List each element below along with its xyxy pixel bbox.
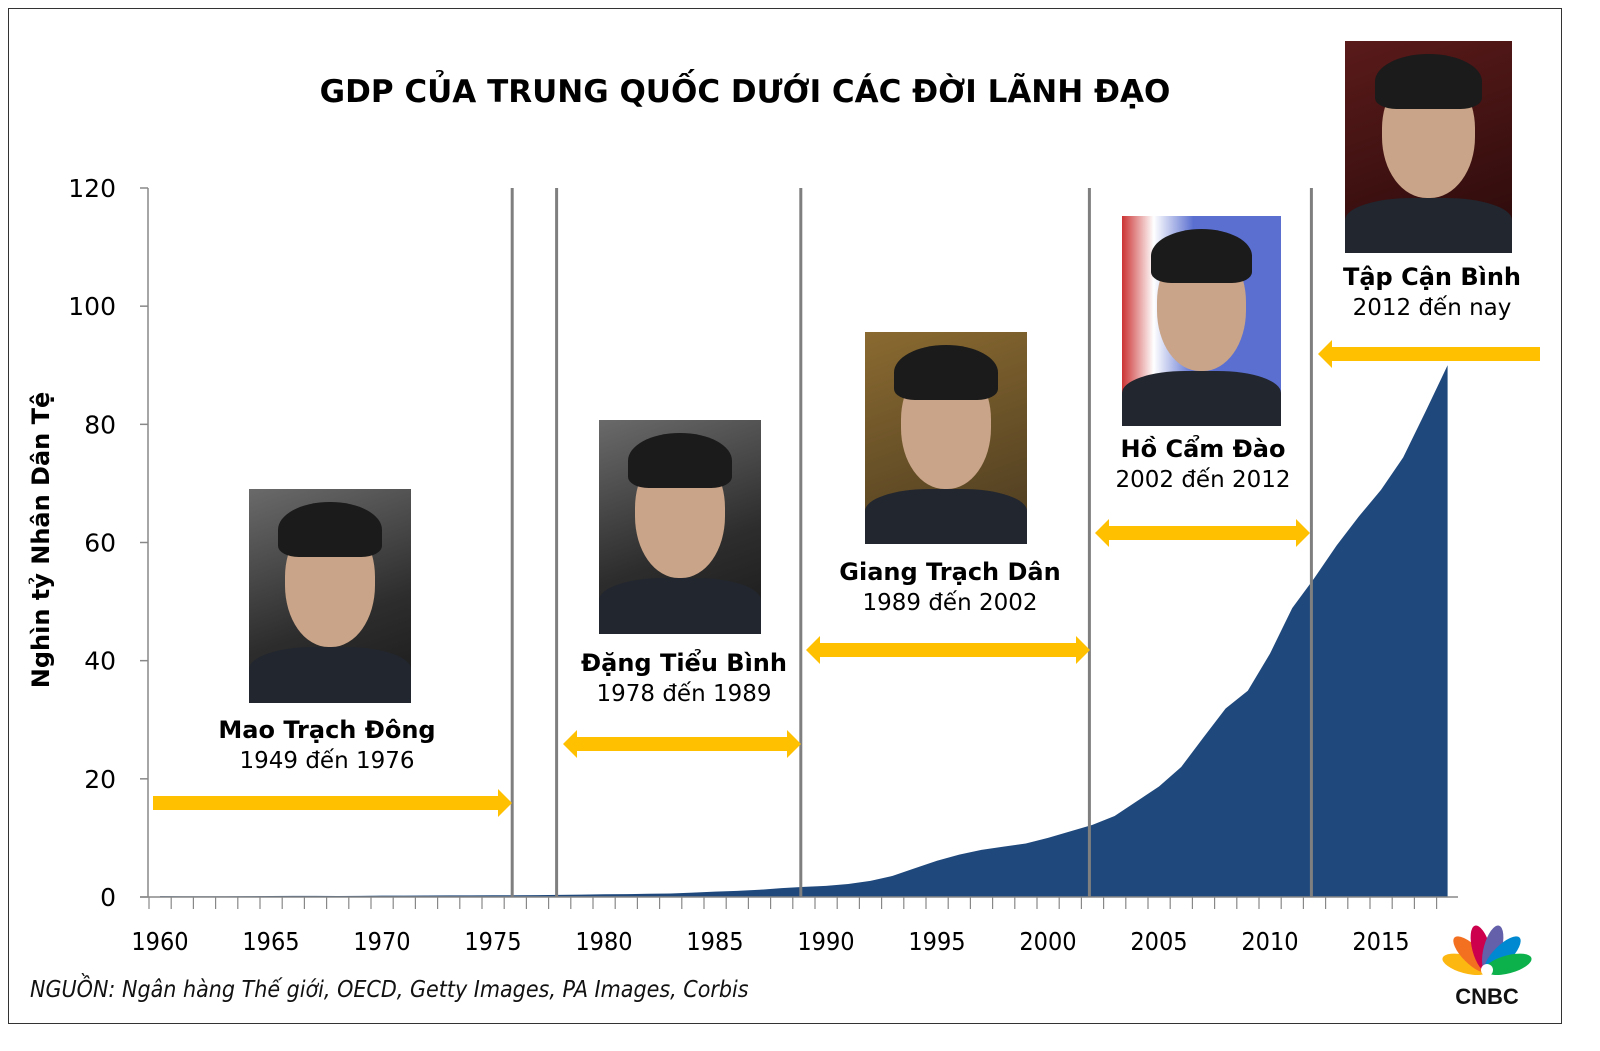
- chart-title: GDP CỦA TRUNG QUỐC DƯỚI CÁC ĐỜI LÃNH ĐẠO: [319, 74, 1171, 110]
- y-tick-label: 80: [84, 410, 116, 439]
- tenure-arrow: [153, 789, 512, 817]
- leader-photo-hu: [1122, 216, 1281, 426]
- x-tick-label: 2010: [1241, 927, 1298, 956]
- cnbc-logo: CNBC: [1442, 925, 1532, 1007]
- leader-years: 2002 đến 2012: [1115, 467, 1291, 493]
- x-tick-label: 1990: [797, 927, 854, 956]
- leader-photo-mao: [249, 489, 411, 703]
- y-tick-label: 20: [84, 765, 116, 794]
- chart-frame: [8, 8, 1562, 1024]
- gdp-area: [160, 365, 1448, 897]
- tenure-arrow: [563, 730, 801, 758]
- y-tick-label: 120: [68, 174, 116, 203]
- x-tick-label: 1960: [131, 927, 188, 956]
- x-tick-label: 1965: [242, 927, 299, 956]
- x-tick-label: 1970: [353, 927, 410, 956]
- leader-years: 1978 đến 1989: [596, 681, 772, 707]
- x-tick-label: 2015: [1352, 927, 1409, 956]
- y-tick-label: 100: [68, 292, 116, 321]
- y-tick-label: 60: [84, 529, 116, 558]
- leader-photo-jiang: [865, 332, 1027, 544]
- svg-text:CNBC: CNBC: [1455, 984, 1519, 1007]
- leader-name: Tập Cận Bình: [1342, 263, 1522, 291]
- x-tick-label: 1975: [464, 927, 521, 956]
- x-tick-label: 1980: [575, 927, 632, 956]
- leader-name: Đặng Tiểu Bình: [581, 649, 787, 677]
- leader-photo-deng: [599, 420, 761, 634]
- tenure-arrow: [806, 636, 1090, 664]
- leader-years: 2012 đến nay: [1352, 295, 1512, 321]
- x-tick-label: 1985: [686, 927, 743, 956]
- tenure-arrow: [1095, 519, 1310, 547]
- y-tick-label: 0: [100, 883, 116, 912]
- leader-name: Mao Trạch Đông: [218, 716, 436, 744]
- x-tick-label: 1995: [908, 927, 965, 956]
- leader-photo-xi: [1345, 41, 1512, 253]
- leader-years: 1989 đến 2002: [862, 590, 1038, 616]
- leader-years: 1949 đến 1976: [239, 748, 415, 774]
- y-tick-label: 40: [84, 647, 116, 676]
- x-tick-label: 2005: [1130, 927, 1187, 956]
- source-note: NGUỒN: Ngân hàng Thế giới, OECD, Getty I…: [30, 977, 749, 1003]
- leader-name: Hồ Cẩm Đào: [1120, 435, 1286, 463]
- x-tick-label: 2000: [1019, 927, 1076, 956]
- leader-name: Giang Trạch Dân: [839, 558, 1061, 586]
- tenure-arrow: [1318, 340, 1540, 368]
